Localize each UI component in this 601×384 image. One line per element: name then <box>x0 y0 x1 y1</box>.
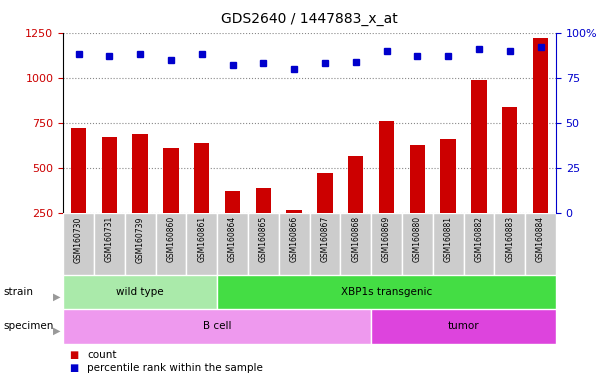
Text: ■: ■ <box>69 350 78 360</box>
Bar <box>225 192 240 213</box>
Bar <box>310 213 340 275</box>
Text: GSM160865: GSM160865 <box>259 216 268 262</box>
Bar <box>248 213 279 275</box>
Bar <box>279 213 310 275</box>
Bar <box>525 213 556 275</box>
Text: GSM160868: GSM160868 <box>351 216 360 262</box>
Text: GSM160864: GSM160864 <box>228 216 237 262</box>
Text: ■: ■ <box>69 363 78 373</box>
Text: GSM160883: GSM160883 <box>505 216 514 262</box>
Bar <box>194 143 209 213</box>
Text: GDS2640 / 1447883_x_at: GDS2640 / 1447883_x_at <box>221 12 398 25</box>
Bar <box>340 213 371 275</box>
Bar <box>379 121 394 213</box>
Text: GSM160731: GSM160731 <box>105 216 114 262</box>
Bar <box>125 213 156 275</box>
Text: GSM160861: GSM160861 <box>197 216 206 262</box>
Bar <box>186 213 217 275</box>
Text: count: count <box>87 350 117 360</box>
Bar <box>94 213 125 275</box>
Bar <box>63 275 217 309</box>
Text: GSM160884: GSM160884 <box>536 216 545 262</box>
Bar <box>371 213 402 275</box>
Text: GSM160860: GSM160860 <box>166 216 175 262</box>
Text: percentile rank within the sample: percentile rank within the sample <box>87 363 263 373</box>
Bar <box>63 213 94 275</box>
Bar <box>132 134 148 213</box>
Bar <box>402 213 433 275</box>
Bar <box>287 210 302 213</box>
Text: GSM160882: GSM160882 <box>474 216 483 262</box>
Text: specimen: specimen <box>3 321 53 331</box>
Bar <box>463 213 495 275</box>
Text: B cell: B cell <box>203 321 231 331</box>
Bar <box>63 309 371 344</box>
Bar <box>433 213 463 275</box>
Bar <box>255 188 271 213</box>
Text: GSM160730: GSM160730 <box>74 216 83 263</box>
Bar <box>441 139 456 213</box>
Bar <box>348 156 364 213</box>
Text: wild type: wild type <box>117 287 164 297</box>
Bar <box>533 38 548 213</box>
Bar <box>495 213 525 275</box>
Bar <box>502 107 517 213</box>
Text: GSM160867: GSM160867 <box>320 216 329 262</box>
Text: GSM160881: GSM160881 <box>444 216 453 262</box>
Text: ▶: ▶ <box>53 291 61 301</box>
Bar <box>317 172 332 213</box>
Bar <box>471 79 487 213</box>
Text: ▶: ▶ <box>53 326 61 336</box>
Bar <box>371 309 556 344</box>
Text: GSM160869: GSM160869 <box>382 216 391 262</box>
Bar <box>102 137 117 213</box>
Text: XBP1s transgenic: XBP1s transgenic <box>341 287 432 297</box>
Bar <box>217 213 248 275</box>
Bar <box>71 128 86 213</box>
Bar <box>156 213 186 275</box>
Text: strain: strain <box>3 287 33 297</box>
Bar <box>410 144 425 213</box>
Text: tumor: tumor <box>448 321 480 331</box>
Text: GSM160739: GSM160739 <box>136 216 145 263</box>
Bar <box>163 148 178 213</box>
Text: GSM160880: GSM160880 <box>413 216 422 262</box>
Text: GSM160866: GSM160866 <box>290 216 299 262</box>
Bar <box>217 275 556 309</box>
